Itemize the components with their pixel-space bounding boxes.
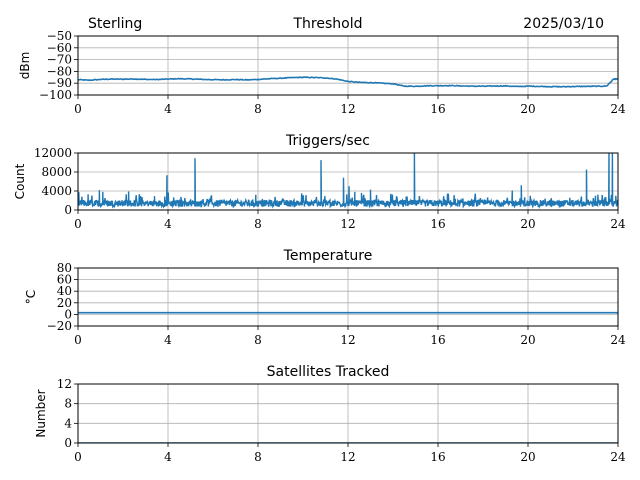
- x-tick-label: 4: [164, 450, 172, 464]
- threshold-series-line: [78, 76, 618, 88]
- x-tick-label: 8: [254, 102, 262, 116]
- y-axis-label: Number: [34, 389, 48, 437]
- data-layer: [78, 76, 618, 88]
- y-axis-label: °C: [24, 290, 38, 304]
- x-tick-label: 12: [340, 333, 355, 347]
- chart-title: Threshold: [293, 16, 363, 32]
- x-tick-label: 16: [430, 102, 445, 116]
- y-tick-label: 20: [57, 296, 72, 310]
- x-tick-label: 24: [610, 217, 626, 231]
- chart-satellites: 0 4 8 12 16 20 24 0 4 8 12 Satellites Tracked Number: [34, 364, 626, 464]
- y-tick-label: −20: [47, 319, 72, 333]
- x-tick-label: 24: [610, 333, 626, 347]
- x-tick-label: 0: [74, 217, 82, 231]
- x-tick-label: 24: [610, 450, 626, 464]
- y-tick-label: 60: [57, 273, 72, 287]
- y-tick-label: −90: [47, 76, 72, 90]
- chart-threshold: 0 4 8 12 16 20 24 −100−90−80−70−60−50 Threshold d…: [18, 16, 626, 116]
- x-tick-label: 0: [74, 450, 82, 464]
- x-tick-label: 12: [340, 217, 355, 231]
- chart-triggers: 0 4 8 12 16 20 24 0 4000 8000 12000 Triggers/sec Cou…: [13, 133, 626, 231]
- x-tick-label: 0: [74, 333, 82, 347]
- x-tick-label: 8: [254, 333, 262, 347]
- x-tick-label: 20: [520, 217, 535, 231]
- x-tick-label: 16: [430, 450, 445, 464]
- y-tick-label: −50: [47, 29, 72, 43]
- chart-title: Temperature: [283, 248, 373, 264]
- y-tick-label: 0: [64, 436, 72, 450]
- y-tick-label: 80: [57, 261, 72, 275]
- y-tick-label: 0: [64, 203, 72, 217]
- y-tick-label: −80: [47, 64, 72, 78]
- chart-title: Satellites Tracked: [267, 364, 390, 380]
- report-date: 2025/03/10: [523, 16, 604, 32]
- x-tick-label: 16: [430, 333, 445, 347]
- y-tick-label: −100: [39, 88, 72, 102]
- x-tick-label: 12: [340, 102, 355, 116]
- chart-stack: 0 4 8 12 16 20 24 −100−90−80−70−60−50 Threshold d…: [13, 16, 626, 464]
- x-tick-label: 24: [610, 102, 626, 116]
- y-tick-label: −70: [47, 53, 72, 67]
- y-tick-label: 12000: [34, 146, 72, 160]
- chart-title: Triggers/sec: [285, 133, 370, 149]
- y-tick-label: −60: [47, 41, 72, 55]
- x-tick-label: 20: [520, 102, 535, 116]
- y-tick-label: 4: [64, 416, 72, 430]
- x-tick-label: 0: [74, 102, 82, 116]
- y-tick-label: 12: [57, 377, 72, 391]
- y-tick-label: 4000: [41, 184, 72, 198]
- y-tick-label: 8: [64, 397, 72, 411]
- x-tick-label: 20: [520, 450, 535, 464]
- y-axis-label: Count: [13, 163, 27, 199]
- station-name: Sterling: [88, 16, 142, 32]
- x-tick-label: 16: [430, 217, 445, 231]
- x-tick-label: 12: [340, 450, 355, 464]
- x-tick-label: 8: [254, 217, 262, 231]
- y-tick-label: 40: [57, 284, 72, 298]
- y-axis-label: dBm: [18, 52, 32, 80]
- x-tick-label: 4: [164, 102, 172, 116]
- y-tick-label: 8000: [41, 165, 72, 179]
- triggers-series-line: [78, 153, 618, 210]
- x-tick-label: 4: [164, 217, 172, 231]
- x-tick-label: 4: [164, 333, 172, 347]
- x-tick-label: 8: [254, 450, 262, 464]
- y-tick-label: 0: [64, 307, 72, 321]
- data-layer: [78, 153, 618, 210]
- x-tick-label: 20: [520, 333, 535, 347]
